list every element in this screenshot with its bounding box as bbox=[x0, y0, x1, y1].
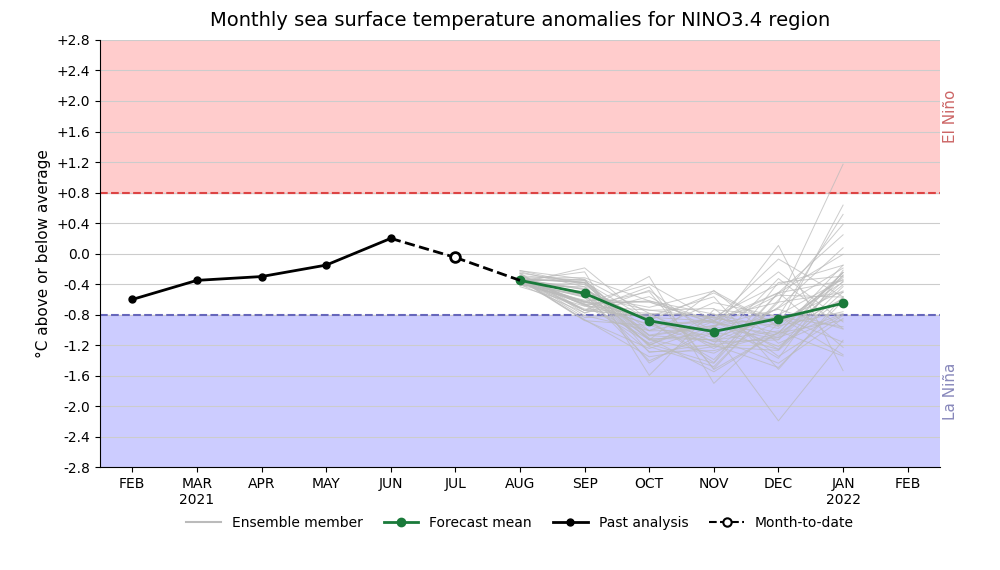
Bar bbox=[100, 315, 940, 467]
Text: La Niña: La Niña bbox=[943, 363, 958, 420]
Legend: Ensemble member, Forecast mean, Past analysis, Month-to-date: Ensemble member, Forecast mean, Past ana… bbox=[180, 510, 860, 535]
Text: El Niño: El Niño bbox=[943, 89, 958, 143]
Y-axis label: °C above or below average: °C above or below average bbox=[36, 149, 51, 358]
Bar bbox=[100, 40, 940, 193]
Title: Monthly sea surface temperature anomalies for NINO3.4 region: Monthly sea surface temperature anomalie… bbox=[210, 11, 830, 30]
